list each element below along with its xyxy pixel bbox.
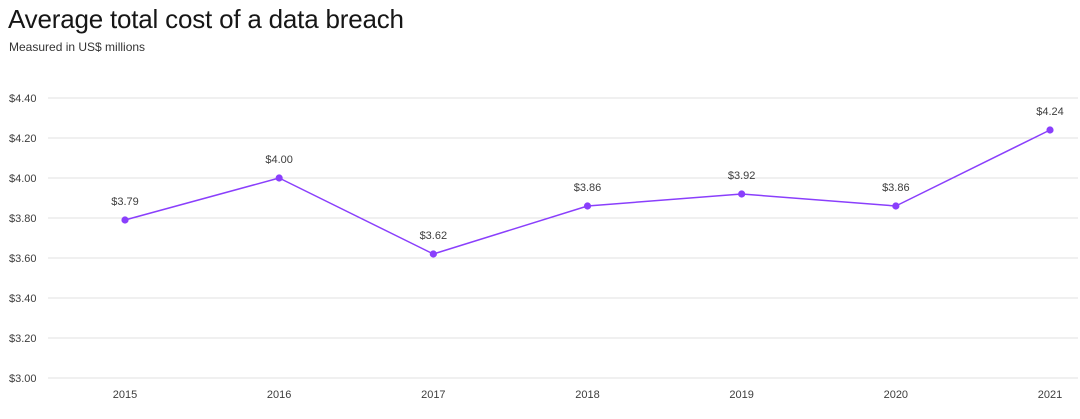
y-tick-label: $3.80 xyxy=(9,213,37,225)
chart-subtitle: Measured in US$ millions xyxy=(9,40,146,54)
data-points xyxy=(121,126,1054,258)
data-point xyxy=(429,250,437,258)
y-tick-label: $3.20 xyxy=(9,333,37,345)
data-point xyxy=(121,216,129,224)
data-point xyxy=(892,202,900,210)
data-point xyxy=(1046,126,1054,134)
x-tick-label: 2020 xyxy=(884,389,908,401)
grid-lines xyxy=(48,97,1078,379)
x-tick-label: 2021 xyxy=(1038,389,1062,401)
data-label: $4.00 xyxy=(265,154,293,166)
data-label: $3.79 xyxy=(111,196,139,208)
data-point xyxy=(738,190,746,198)
data-labels: $3.79 $4.00 $3.62 $3.86 $3.92 $3.86 $4.24 xyxy=(111,106,1064,242)
y-tick-label: $3.00 xyxy=(9,373,37,385)
x-tick-label: 2015 xyxy=(113,389,137,401)
y-tick-label: $4.20 xyxy=(9,133,37,145)
y-axis-ticks: $3.00 $3.20 $3.40 $3.60 $3.80 $4.00 $4.20 $4.40 xyxy=(9,93,37,385)
data-label: $3.92 xyxy=(728,170,756,182)
x-axis-ticks: 2015 2016 2017 2018 2019 2020 2021 xyxy=(113,389,1062,401)
x-tick-label: 2018 xyxy=(575,389,599,401)
x-tick-label: 2017 xyxy=(421,389,445,401)
x-tick-label: 2016 xyxy=(267,389,291,401)
data-label: $3.86 xyxy=(574,182,602,194)
data-point xyxy=(275,174,283,182)
data-label: $3.86 xyxy=(882,182,910,194)
y-tick-label: $4.40 xyxy=(9,93,37,105)
chart-title: Average total cost of a data breach xyxy=(8,4,404,34)
x-tick-label: 2019 xyxy=(729,389,753,401)
data-point xyxy=(583,202,592,210)
y-tick-label: $3.40 xyxy=(9,293,37,305)
y-tick-label: $3.60 xyxy=(9,253,37,265)
data-label: $3.62 xyxy=(420,230,448,242)
data-label: $4.24 xyxy=(1036,106,1064,118)
y-tick-label: $4.00 xyxy=(9,173,37,185)
